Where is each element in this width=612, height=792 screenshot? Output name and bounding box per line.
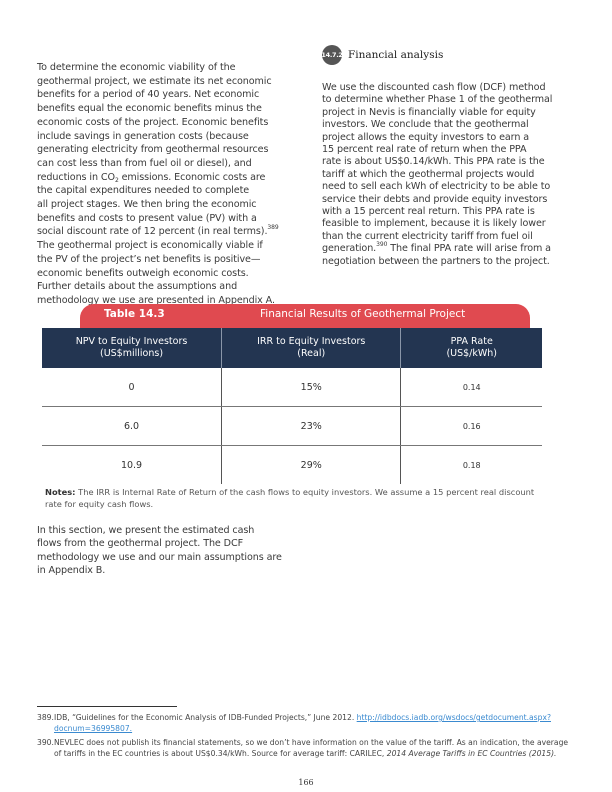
footnote-number: 390. [37,738,54,747]
cell-irr: 29% [221,445,401,484]
text-line: project in Nevis is financially viable f… [322,106,536,118]
text-line: benefits for a period of 40 years. Net e… [37,89,260,101]
footnote-text: NEVLEC does not publish its financial st… [54,738,569,758]
table-header-row: NPV to Equity Investors (US$millions) IR… [42,328,542,368]
text-segment: generation. [322,243,377,255]
text-segment: The final PPA rate will arise from a [387,243,551,255]
text-line: the capital expenditures needed to compl… [37,185,250,197]
cell-npv: 6.0 [42,406,222,446]
cell-ppa: 0.18 [400,445,542,484]
footnote-390: 390. NEVLEC does not publish its financi… [37,738,577,759]
text-line: include savings in generation costs (bec… [37,130,249,142]
table-number: Table 14.3 [104,308,165,320]
left-paragraph: To determine the economic viability of t… [37,61,279,308]
footnote-citation-title: 2014 Average Tariffs in EC Countries (20… [386,748,557,758]
text-line: economic benefits outweigh economic cost… [37,267,249,279]
cell-irr: 23% [221,406,401,446]
text-line: We use the discounted cash flow (DCF) me… [322,82,546,93]
notes-label: Notes: [45,487,76,497]
page-number: 166 [298,778,314,787]
text-line: social discount rate of 12 percent (in r… [37,225,279,239]
text-line: economic costs of the project. Economic … [37,116,269,128]
text-line: project allows the equity investors to e… [322,131,530,143]
footnote-389: 389. IDB, “Guidelines for the Economic A… [37,713,577,734]
text-line: In this section, we present the estimate… [37,525,255,536]
bottom-paragraph: In this section, we present the estimate… [37,524,282,578]
text-line: in Appendix B. [37,565,106,577]
text-line: benefits and costs to present value (PV)… [37,212,257,224]
text-line: investors. We conclude that the geotherm… [322,119,529,131]
text-line: generation.390 The final PPA rate will a… [322,241,552,255]
table-row: 10.9 29% 0.18 [42,445,542,484]
section-title: Financial analysis [348,49,444,61]
text-segment: emissions. Economic costs are [118,171,266,183]
table-row: 6.0 23% 0.16 [42,406,542,446]
text-line: with a 15 percent real return. This PPA … [322,206,535,218]
footnote-text: IDB, “Guidelines for the Economic Analys… [54,713,357,722]
text-line: to determine whether Phase 1 of the geot… [322,94,553,106]
cell-npv: 10.9 [120,459,143,471]
text-line: benefits equal the economic benefits min… [37,103,262,115]
text-line: methodology we use are presented in Appe… [37,294,275,306]
table-title: Financial Results of Geothermal Project [260,308,466,320]
text-line: rate is about US$0.14/kWh. This PPA rate… [322,156,545,168]
text-line: generating electricity from geothermal r… [37,144,269,156]
footnote-number: 389. [37,713,54,722]
text-line: need to sell each kWh of electricity to … [322,181,551,193]
financial-results-table: NPV to Equity Investors (US$millions) IR… [42,328,542,484]
text-segment: social discount rate of 12 percent (in r… [37,226,268,238]
text-line: all project stages. We then bring the ec… [37,199,257,211]
text-line: To determine the economic viability of t… [37,62,236,73]
text-line: methodology we use and our main assumpti… [37,551,282,563]
text-line: flows from the geothermal project. The D… [37,538,243,550]
header-npv: NPV to Equity Investors (US$millions) [42,328,222,368]
section-heading: 14.7.2 Financial analysis [321,45,444,65]
cell-ppa: 0.14 [400,368,542,407]
right-paragraph: We use the discounted cash flow (DCF) me… [322,82,552,268]
section-number-badge: 14.7.2 [321,45,343,65]
cell-ppa: 0.16 [400,406,542,446]
text-line: feasible to implement, because it is lik… [322,218,546,230]
text-line: negotiation between the partners to the … [322,255,550,267]
table-notes: Notes: The IRR is Internal Rate of Retur… [45,486,545,510]
header-ppa: PPA Rate (US$/kWh) [400,328,542,368]
text-line: 15 percent real rate of return when the … [322,144,527,156]
text-line: than the current electricity tariff from… [322,230,533,242]
text-segment: reductions in CO [37,171,115,183]
text-line: the PV of the project’s net benefits is … [37,253,261,265]
text-line: service their debts and provide equity i… [322,193,548,205]
text-line: can cost less than from fuel oil or dies… [37,157,252,169]
cell-irr: 15% [221,368,401,407]
text-line: The geothermal project is economically v… [37,240,263,252]
text-line: tariff at which the geothermal projects … [322,168,535,180]
footnote-reference: 390 [376,241,388,249]
cell-npv: 0 [42,368,222,407]
footnote-reference: 389 [267,224,279,232]
table-title-tab [80,304,530,329]
text-line: reductions in CO2 emissions. Economic co… [37,171,279,185]
text-line: Further details about the assumptions an… [37,281,238,293]
footnote-link[interactable]: http://idbdocs.iadb.org/wsdocs/getdocume… [54,713,551,733]
text-line: geothermal project, we estimate its net … [37,75,272,87]
footnote-divider [37,706,177,707]
notes-text: The IRR is Internal Rate of Return of th… [45,487,535,509]
table-row: 0 15% 0.14 [42,368,542,407]
header-irr: IRR to Equity Investors (Real) [221,328,401,368]
subscript: 2 [114,176,119,184]
